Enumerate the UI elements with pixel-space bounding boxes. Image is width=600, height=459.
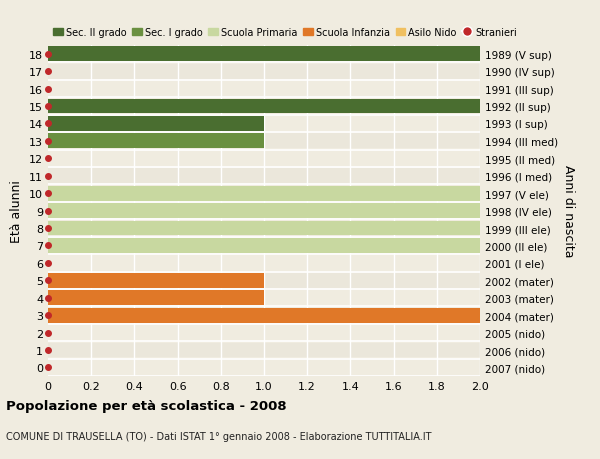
Bar bbox=[48, 151, 480, 166]
Bar bbox=[48, 291, 264, 306]
Bar bbox=[48, 273, 264, 288]
Bar bbox=[48, 221, 480, 236]
Bar bbox=[48, 325, 480, 340]
Bar bbox=[48, 204, 480, 218]
Bar bbox=[48, 186, 480, 201]
Bar bbox=[48, 134, 264, 149]
Text: COMUNE DI TRAUSELLA (TO) - Dati ISTAT 1° gennaio 2008 - Elaborazione TUTTITALIA.: COMUNE DI TRAUSELLA (TO) - Dati ISTAT 1°… bbox=[6, 431, 431, 442]
Bar bbox=[48, 100, 480, 114]
Bar bbox=[48, 47, 480, 62]
Bar bbox=[48, 239, 480, 253]
Bar bbox=[48, 273, 480, 288]
Bar bbox=[48, 291, 480, 306]
Bar bbox=[48, 256, 480, 271]
Bar bbox=[48, 186, 480, 201]
Bar bbox=[48, 308, 480, 323]
Text: Popolazione per età scolastica - 2008: Popolazione per età scolastica - 2008 bbox=[6, 399, 287, 412]
Bar bbox=[48, 134, 480, 149]
Bar bbox=[48, 169, 480, 184]
Bar bbox=[48, 117, 264, 132]
Bar bbox=[48, 221, 480, 236]
Bar bbox=[48, 117, 480, 132]
Bar bbox=[48, 343, 480, 358]
Bar bbox=[48, 65, 480, 79]
Bar bbox=[48, 360, 480, 375]
Bar bbox=[48, 308, 480, 323]
Bar bbox=[48, 100, 480, 114]
Bar bbox=[48, 47, 480, 62]
Legend: Sec. II grado, Sec. I grado, Scuola Primaria, Scuola Infanzia, Asilo Nido, Stran: Sec. II grado, Sec. I grado, Scuola Prim… bbox=[53, 28, 517, 38]
Bar bbox=[48, 82, 480, 97]
Bar bbox=[48, 239, 480, 253]
Y-axis label: Anni di nascita: Anni di nascita bbox=[562, 165, 575, 257]
Y-axis label: Età alunni: Età alunni bbox=[10, 180, 23, 242]
Bar bbox=[48, 204, 480, 218]
